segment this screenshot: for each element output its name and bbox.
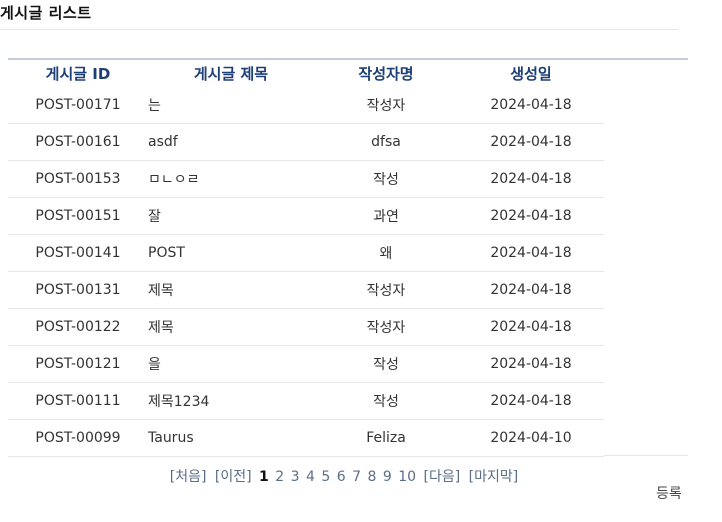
post-id-cell: POST-00153: [8, 160, 148, 198]
post-title-cell[interactable]: 는: [148, 87, 314, 124]
pagination-page-1[interactable]: 1: [259, 469, 269, 485]
pagination-page-3[interactable]: 3: [290, 469, 300, 485]
post-author-cell: 작성자: [314, 271, 458, 309]
table-row[interactable]: POST-00171 는 작성자 2024-04-18: [8, 87, 604, 124]
post-title-cell[interactable]: 잘: [148, 197, 314, 235]
post-author-cell: dfsa: [314, 123, 458, 161]
pagination-page-5[interactable]: 5: [321, 469, 331, 485]
column-header-id: 게시글 ID: [45, 65, 111, 83]
pagination-next-link[interactable]: [다음]: [423, 469, 461, 485]
pagination-page-6[interactable]: 6: [336, 469, 346, 485]
post-author-cell: 작성: [314, 160, 458, 198]
post-title-cell[interactable]: 제목: [148, 271, 314, 309]
post-id-cell: POST-00131: [8, 271, 148, 309]
pagination-page-4[interactable]: 4: [305, 469, 315, 485]
table-row[interactable]: POST-00131 제목 작성자 2024-04-18: [8, 271, 604, 309]
table-row[interactable]: POST-00122 제목 작성자 2024-04-18: [8, 308, 604, 346]
pagination-page-8[interactable]: 8: [367, 469, 377, 485]
post-title-cell[interactable]: Taurus: [148, 419, 314, 457]
table-row[interactable]: POST-00161 asdf dfsa 2024-04-18: [8, 123, 604, 161]
table-header-row: 게시글 ID 게시글 제목 작성자명 생성일: [8, 60, 604, 87]
table-row[interactable]: POST-00111 제목1234 작성 2024-04-18: [8, 382, 604, 420]
post-id-cell: POST-00121: [8, 345, 148, 383]
post-id-cell: POST-00099: [8, 419, 148, 457]
post-date-cell: 2024-04-18: [458, 197, 604, 235]
post-table: 게시글 ID 게시글 제목 작성자명 생성일 POST-00171 는 작성자 …: [8, 60, 604, 457]
post-date-cell: 2024-04-18: [458, 271, 604, 309]
pagination-page-7[interactable]: 7: [352, 469, 362, 485]
post-id-cell: POST-00111: [8, 382, 148, 420]
post-title-cell[interactable]: ㅁㄴㅇㄹ: [148, 160, 314, 198]
post-author-cell: 작성자: [314, 87, 458, 124]
table-row[interactable]: POST-00151 잘 과연 2024-04-18: [8, 197, 604, 235]
post-author-cell: 작성: [314, 345, 458, 383]
table-row[interactable]: POST-00141 POST 왜 2024-04-18: [8, 234, 604, 272]
pagination-last-link[interactable]: [마지막]: [468, 469, 519, 485]
title-divider: [0, 29, 678, 30]
post-author-cell: 과연: [314, 197, 458, 235]
pagination-page-2[interactable]: 2: [275, 469, 285, 485]
page-title: 게시글 리스트: [0, 4, 92, 22]
pagination-prev-link[interactable]: [이전]: [214, 469, 252, 485]
post-id-cell: POST-00122: [8, 308, 148, 346]
post-date-cell: 2024-04-10: [458, 419, 604, 457]
post-date-cell: 2024-04-18: [458, 160, 604, 198]
post-id-cell: POST-00151: [8, 197, 148, 235]
table-row[interactable]: POST-00099 Taurus Feliza 2024-04-10: [8, 419, 604, 457]
post-title-cell[interactable]: 을: [148, 345, 314, 383]
post-id-cell: POST-00141: [8, 234, 148, 272]
pagination-first-link[interactable]: [처음]: [169, 469, 207, 485]
post-title-cell[interactable]: POST: [148, 234, 314, 272]
post-author-cell: 작성자: [314, 308, 458, 346]
post-id-cell: POST-00161: [8, 123, 148, 161]
register-button[interactable]: 등록: [656, 486, 682, 502]
column-header-author: 작성자명: [358, 65, 414, 83]
post-author-cell: 왜: [314, 234, 458, 272]
post-date-cell: 2024-04-18: [458, 308, 604, 346]
post-date-cell: 2024-04-18: [458, 382, 604, 420]
pagination-page-10[interactable]: 10: [398, 469, 417, 485]
column-header-title: 게시글 제목: [193, 65, 269, 83]
table-row[interactable]: POST-00121 을 작성 2024-04-18: [8, 345, 604, 383]
table-top-divider: [8, 58, 688, 60]
post-date-cell: 2024-04-18: [458, 87, 604, 124]
post-title-cell[interactable]: 제목1234: [148, 382, 314, 420]
post-date-cell: 2024-04-18: [458, 123, 604, 161]
column-header-date: 생성일: [510, 65, 552, 83]
post-date-cell: 2024-04-18: [458, 234, 604, 272]
table-row[interactable]: POST-00153 ㅁㄴㅇㄹ 작성 2024-04-18: [8, 160, 604, 198]
pagination: [처음] [이전] 1 2 3 4 5 6 7 8 9 10 [다음] [마지막…: [0, 466, 688, 486]
post-date-cell: 2024-04-18: [458, 345, 604, 383]
post-author-cell: 작성: [314, 382, 458, 420]
table-bottom-divider: [604, 455, 688, 456]
post-id-cell: POST-00171: [8, 87, 148, 124]
post-title-cell[interactable]: 제목: [148, 308, 314, 346]
pagination-page-9[interactable]: 9: [382, 469, 392, 485]
post-author-cell: Feliza: [314, 419, 458, 457]
post-title-cell[interactable]: asdf: [148, 123, 314, 161]
